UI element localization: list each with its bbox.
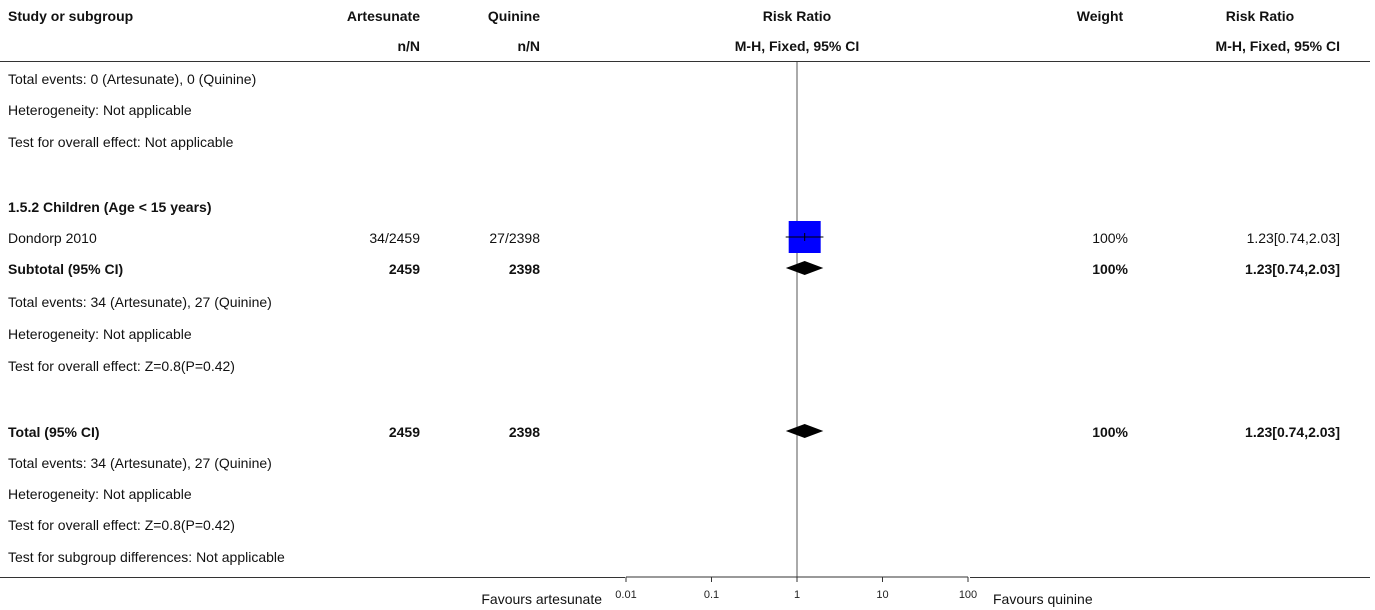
study-artesunate: 34/2459 [369,230,420,246]
subtotal-artesunate: 2459 [388,261,420,277]
x-tick-label: 100 [959,589,977,601]
subgroup2-overall-effect: Test for overall effect: Z=0.8(P=0.42) [8,358,235,374]
subtotal-label: Subtotal (95% CI) [8,261,124,277]
total-label: Total (95% CI) [8,424,100,440]
total-quinine: 2398 [508,424,540,440]
subtotal-rr: 1.23[0.74,2.03] [1245,261,1340,277]
pooled-diamond [785,424,824,438]
subgroup2-heterogeneity: Heterogeneity: Not applicable [8,326,192,342]
x-tick-label: 0.01 [615,589,636,601]
header-risk-ratio-sub: M-H, Fixed, 95% CI [1215,38,1340,54]
total-artesunate: 2459 [388,424,420,440]
bottom-rule-left [0,577,625,578]
header-artesunate: Artesunate [346,8,420,24]
header-quinine: Quinine [487,8,540,24]
total-heterogeneity: Heterogeneity: Not applicable [8,486,192,502]
header-quinine-sub: n/N [517,38,540,54]
x-tick-label: 0.1 [704,589,719,601]
pooled-diamond [785,261,824,275]
favours-artesunate: Favours artesunate [481,591,602,607]
header-rule [0,61,1370,62]
x-tick-label: 10 [876,589,888,601]
study-weight: 100% [1092,230,1128,246]
header-artesunate-sub: n/N [397,38,420,54]
total-rr: 1.23[0.74,2.03] [1245,424,1340,440]
subgroup1-overall-effect: Test for overall effect: Not applicable [8,134,234,150]
subgroup1-heterogeneity: Heterogeneity: Not applicable [8,102,192,118]
header-risk-ratio-plot: Risk Ratio [762,8,832,24]
total-overall-effect: Test for overall effect: Z=0.8(P=0.42) [8,517,235,533]
subgroup-differences: Test for subgroup differences: Not appli… [8,549,285,565]
bottom-rule-right [970,577,1370,578]
subgroup2-total-events: Total events: 34 (Artesunate), 27 (Quini… [8,294,272,310]
favours-quinine: Favours quinine [993,591,1093,607]
header-risk-ratio-plot-sub: M-H, Fixed, 95% CI [734,38,860,54]
subtotal-quinine: 2398 [508,261,540,277]
study-name: Dondorp 2010 [8,230,97,246]
study-quinine: 27/2398 [489,230,540,246]
total-weight: 100% [1092,424,1128,440]
header-weight: Weight [1076,8,1124,24]
header-risk-ratio: Risk Ratio [1225,8,1295,24]
subtotal-weight: 100% [1092,261,1128,277]
total-total-events: Total events: 34 (Artesunate), 27 (Quini… [8,455,272,471]
subgroup2-title: 1.5.2 Children (Age < 15 years) [8,199,212,215]
x-tick-label: 1 [794,589,800,601]
study-rr: 1.23[0.74,2.03] [1246,230,1340,246]
subgroup1-total-events: Total events: 0 (Artesunate), 0 (Quinine… [8,71,257,87]
header-study: Study or subgroup [8,8,134,24]
